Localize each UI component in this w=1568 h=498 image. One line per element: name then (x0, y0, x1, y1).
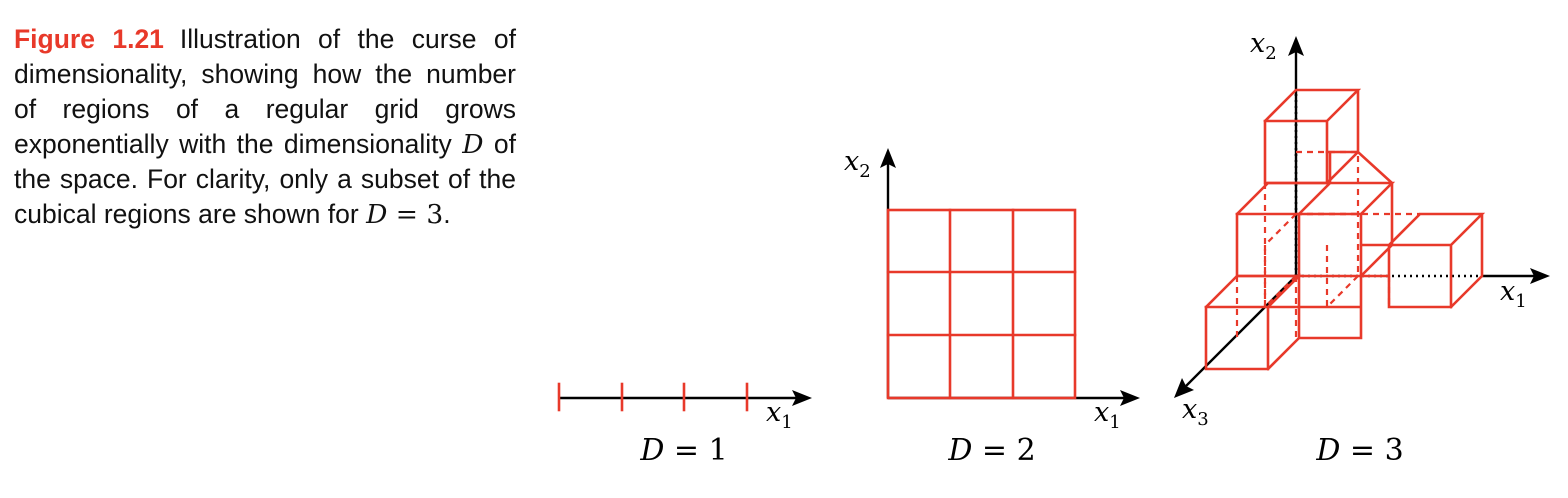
panel-d1: x1 D = 1 (557, 382, 812, 468)
d3-cubes (1204, 88, 1486, 371)
d2-y-axis-label: x2 (844, 146, 871, 182)
caption-var-d: D (462, 129, 484, 160)
d3-cubes-right (1359, 212, 1486, 309)
d2-x-arrowhead (1120, 390, 1140, 406)
d3-x1-axis-label: x1 (1500, 276, 1527, 312)
figure-label: Figure 1.21 (14, 24, 164, 54)
d3-cubes-front (1204, 272, 1363, 371)
d3-x2-arrowhead (1288, 36, 1304, 56)
caption-text-mid: of the space. For clarity, only a subset… (14, 129, 516, 229)
d3-cube-top (1263, 88, 1362, 185)
d2-grid-border (886, 208, 1077, 400)
d2-grid (886, 208, 1077, 400)
d3-dash-front (1235, 245, 1391, 338)
caption-end: . (443, 199, 451, 229)
panel-d3: x2 x1 x3 D = 3 (1174, 28, 1550, 468)
d2-dimension-label: D = 2 (947, 433, 1035, 468)
d3-x3-axis-label: x3 (1182, 394, 1209, 430)
d2-x-axis-label: x1 (1094, 397, 1121, 433)
d3-hidden-edges (1235, 150, 1420, 338)
d1-x-arrowhead (792, 390, 812, 406)
caption-eq: D = 3 (366, 199, 443, 230)
d3-cubes-middle (1235, 150, 1396, 278)
d3-dash-back-col (1296, 150, 1360, 276)
caption-eq-var: D (366, 199, 388, 230)
d1-x-axis-label: x1 (766, 397, 793, 433)
d2-y-arrowhead (880, 148, 896, 168)
figure-caption: Figure 1.21 Illustration of the curse of … (14, 22, 516, 232)
panel-d2: x1 x2 D = 2 (844, 146, 1140, 468)
d3-x2-axis-label: x2 (1250, 28, 1277, 64)
d3-dimension-label: D = 3 (1315, 433, 1403, 468)
caption-text-before: Illustration of the curse of dimensional… (14, 24, 516, 159)
d1-dimension-label: D = 1 (639, 433, 727, 468)
caption-eq-rest: = 3 (387, 199, 444, 230)
d3-x3-arrowhead (1174, 378, 1194, 398)
d3-x1-arrowhead (1530, 268, 1550, 284)
